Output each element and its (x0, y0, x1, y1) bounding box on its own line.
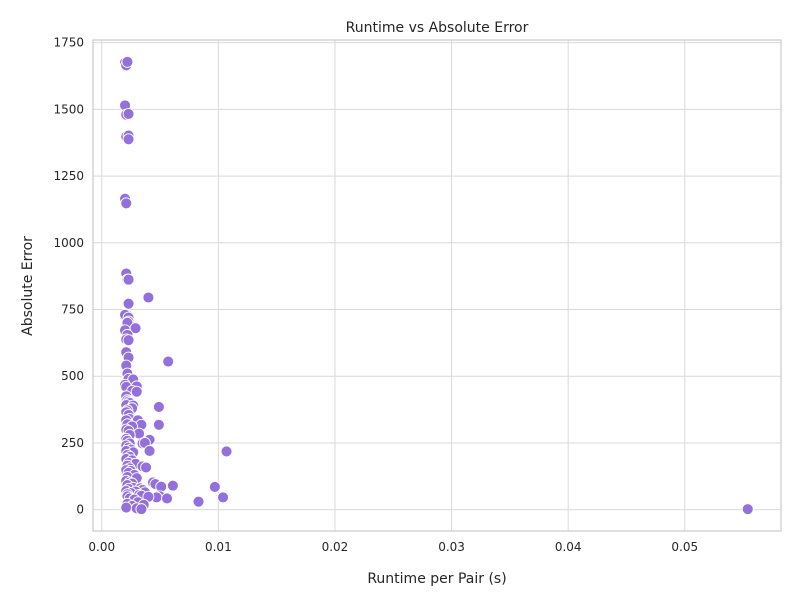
data-point (140, 461, 153, 474)
data-point (129, 322, 142, 335)
data-point (143, 444, 156, 457)
y-tick-label: 750 (61, 303, 84, 317)
data-point (152, 418, 165, 431)
y-axis-label: Absolute Error (20, 236, 36, 336)
x-tick-label: 0.04 (555, 540, 582, 554)
data-point (122, 273, 135, 286)
y-tick-label: 1500 (53, 102, 84, 116)
data-point (122, 133, 135, 146)
data-point (122, 334, 135, 347)
data-point (208, 481, 221, 493)
x-tick-label: 0.05 (671, 540, 698, 554)
y-tick-label: 1250 (53, 169, 84, 183)
data-point (120, 501, 133, 514)
x-axis-ticks: 0.00 0.01 0.02 0.03 0.04 0.05 (88, 540, 698, 554)
x-tick-label: 0.02 (322, 540, 349, 554)
data-point (217, 491, 229, 504)
data-point (121, 55, 134, 68)
y-tick-label: 250 (61, 436, 84, 450)
grid-lines (93, 40, 781, 531)
y-tick-label: 0 (76, 503, 84, 517)
plot-frame (92, 39, 782, 532)
x-tick-label: 0.00 (88, 540, 115, 554)
y-tick-label: 1000 (53, 236, 84, 250)
y-tick-label: 1750 (53, 36, 84, 50)
data-point (192, 495, 205, 508)
data-point (120, 197, 133, 210)
chart-title: Runtime vs Absolute Error (346, 20, 529, 36)
x-tick-label: 0.03 (438, 540, 465, 554)
data-point (135, 503, 148, 516)
data-point (166, 479, 179, 492)
data-point (122, 297, 135, 310)
x-tick-label: 0.01 (205, 540, 232, 554)
y-tick-label: 500 (61, 369, 84, 383)
data-point (161, 492, 173, 505)
data-point (741, 503, 754, 516)
data-point (122, 107, 135, 120)
data-point (220, 445, 233, 458)
x-axis-label: Runtime per Pair (s) (367, 571, 506, 587)
data-point (162, 355, 175, 368)
data-point (142, 291, 155, 304)
y-axis-ticks: 0 250 500 750 1000 1250 1500 1750 (53, 36, 84, 517)
data-point (152, 400, 165, 413)
data-point (130, 385, 143, 398)
data-points (119, 55, 754, 516)
